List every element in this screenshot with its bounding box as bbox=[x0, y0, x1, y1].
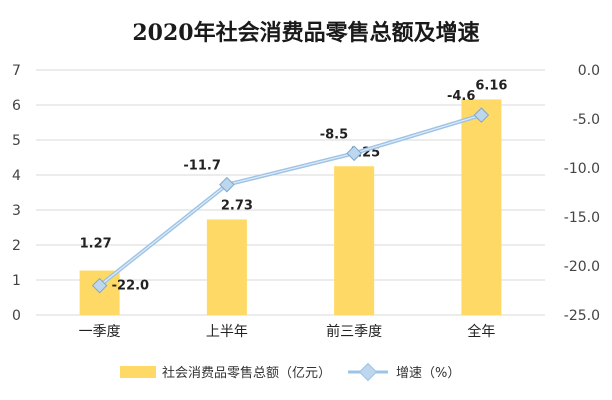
legend: 社会消费品零售总额（亿元） 增速（%） bbox=[120, 362, 460, 382]
line-series: -22.0 -11.7 -8.5 -4.6 bbox=[91, 89, 490, 294]
bar-data-label: 2.73 bbox=[221, 198, 253, 213]
left-axis-tick-label: 0 bbox=[12, 308, 21, 324]
left-axis-tick-label: 3 bbox=[12, 203, 21, 219]
bar bbox=[461, 99, 502, 316]
category-label: 前三季度 bbox=[326, 323, 382, 340]
line-data-label: -11.7 bbox=[183, 159, 220, 174]
right-axis-tick-label: -15.0 bbox=[564, 210, 600, 226]
x-axis: 一季度 上半年 前三季度 全年 bbox=[79, 323, 496, 340]
legend-diamond-icon bbox=[358, 362, 378, 382]
left-axis-tick-label: 2 bbox=[12, 238, 21, 254]
bar-data-label: 1.27 bbox=[80, 237, 112, 252]
right-axis-tick-label: -5.0 bbox=[573, 112, 600, 128]
right-axis-tick-label: -20.0 bbox=[564, 259, 600, 275]
line-data-label: -22.0 bbox=[112, 279, 149, 294]
left-axis-tick-label: 7 bbox=[12, 63, 21, 79]
left-axis-tick-label: 5 bbox=[12, 133, 21, 149]
right-y-axis: 0.0 -5.0 -10.0 -15.0 -20.0 -25.0 bbox=[564, 63, 600, 324]
left-axis-tick-label: 1 bbox=[12, 273, 21, 289]
category-label: 一季度 bbox=[79, 324, 121, 340]
right-axis-tick-label: -10.0 bbox=[564, 161, 600, 177]
bar-series: 1.272.734.256.16 bbox=[79, 78, 507, 316]
bar bbox=[206, 219, 247, 315]
bar-data-label: 6.16 bbox=[475, 78, 507, 93]
line-point bbox=[91, 277, 108, 294]
growth-line-highlight bbox=[99, 114, 482, 287]
line-point bbox=[219, 176, 235, 193]
chart-title: 2020年社会消费品零售总额及增速 bbox=[132, 20, 479, 46]
line-point bbox=[473, 107, 490, 123]
category-label: 上半年 bbox=[206, 324, 248, 340]
legend-bar-label: 社会消费品零售总额（亿元） bbox=[162, 365, 331, 381]
legend-line-label: 增速（%） bbox=[396, 366, 460, 381]
right-axis-tick-label: 0.0 bbox=[578, 63, 600, 79]
growth-line bbox=[98, 113, 482, 288]
category-label: 全年 bbox=[467, 323, 495, 340]
line-data-label: -4.6 bbox=[447, 89, 475, 104]
left-y-axis: 0 1 2 3 4 5 6 7 bbox=[12, 63, 21, 324]
left-axis-tick-label: 6 bbox=[12, 98, 21, 114]
gridlines bbox=[36, 69, 545, 316]
right-axis-tick-label: -25.0 bbox=[564, 308, 600, 324]
bar bbox=[334, 166, 375, 315]
legend-bar-swatch bbox=[120, 366, 156, 378]
line-data-label: -8.5 bbox=[320, 127, 348, 142]
left-axis-tick-label: 4 bbox=[12, 168, 21, 184]
line-point bbox=[346, 145, 362, 162]
